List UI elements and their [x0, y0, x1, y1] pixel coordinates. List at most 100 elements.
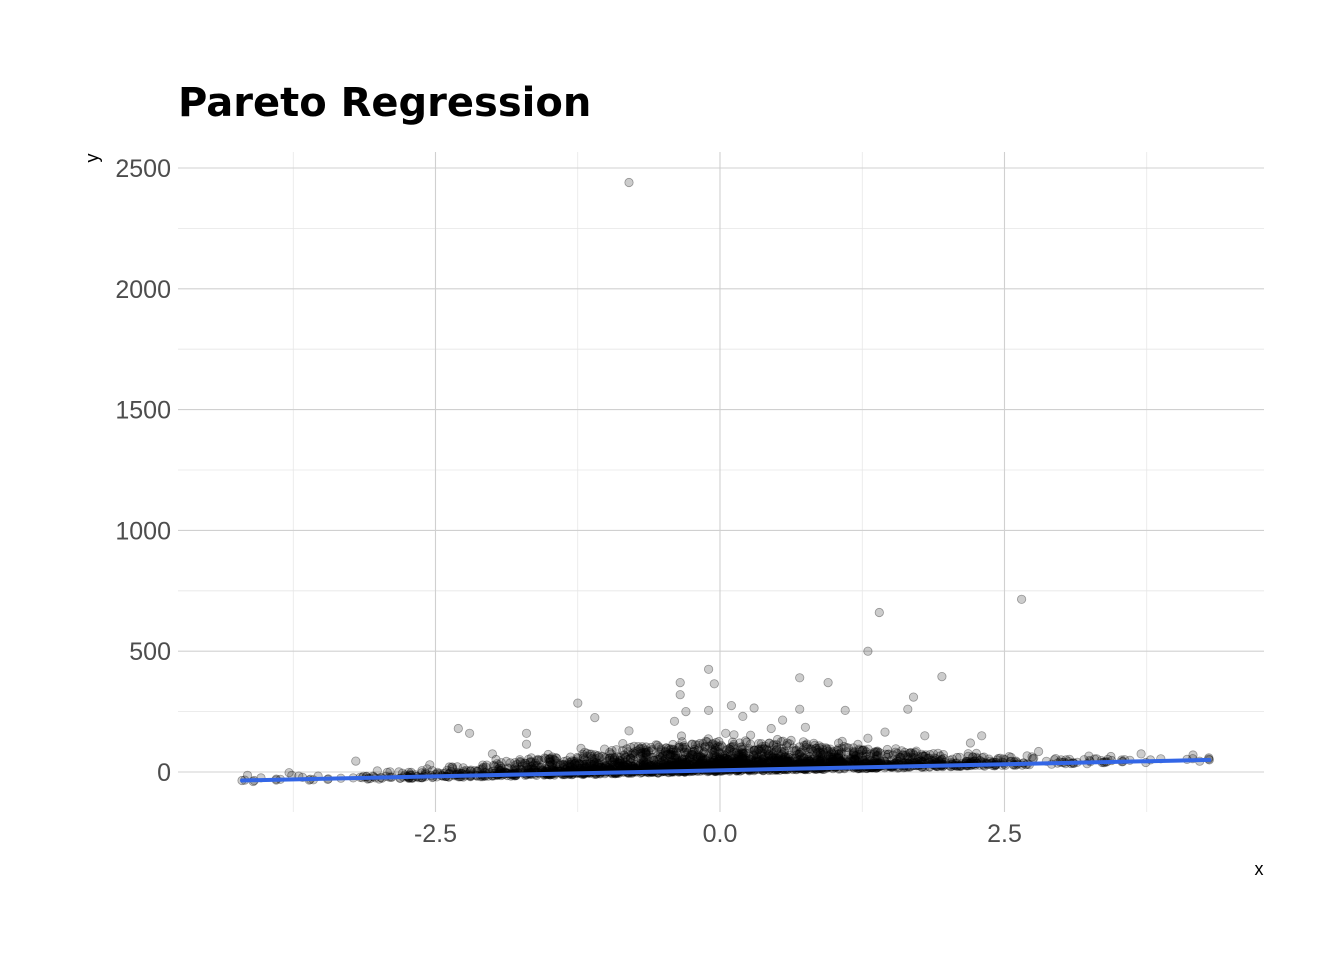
data-point [547, 759, 557, 769]
data-point [829, 756, 839, 766]
data-point [372, 766, 382, 776]
data-point [726, 700, 737, 711]
data-point [530, 761, 540, 771]
data-point [633, 741, 643, 752]
data-point [698, 758, 708, 768]
data-point [661, 743, 671, 753]
data-point [678, 759, 688, 769]
data-point [721, 753, 731, 763]
data-point [729, 758, 739, 769]
data-point [711, 737, 721, 748]
data-point [859, 745, 869, 755]
data-point [565, 760, 575, 770]
data-point [567, 756, 577, 766]
data-point [703, 750, 714, 760]
data-point [738, 748, 748, 759]
data-point [657, 751, 668, 761]
data-point [738, 755, 748, 765]
data-point [709, 679, 719, 689]
data-point [849, 747, 859, 757]
data-point [848, 746, 858, 757]
data-point [672, 757, 682, 767]
data-point [768, 739, 779, 749]
data-point [624, 177, 634, 188]
data-point [688, 750, 698, 760]
data-point [939, 753, 949, 764]
data-point [755, 756, 766, 766]
data-point [857, 745, 868, 755]
data-point [920, 751, 930, 761]
data-point [880, 749, 891, 759]
data-point [614, 759, 624, 769]
data-point [612, 760, 622, 770]
data-point [795, 704, 805, 714]
data-point [757, 757, 768, 767]
data-point [769, 748, 779, 758]
data-point [618, 738, 628, 749]
data-point [599, 744, 610, 754]
data-point [773, 754, 783, 764]
data-point [536, 755, 546, 765]
data-point [726, 753, 737, 764]
data-point [853, 739, 863, 750]
data-point [863, 733, 873, 743]
data-point [666, 744, 676, 754]
data-point [892, 748, 903, 759]
data-point [703, 705, 714, 716]
data-point [515, 755, 525, 765]
data-point [679, 760, 689, 770]
data-point [732, 754, 742, 765]
data-point [732, 751, 743, 761]
data-point [751, 754, 761, 764]
data-point [834, 755, 844, 765]
data-point [901, 750, 911, 761]
data-point [594, 759, 604, 769]
data-point [656, 757, 666, 768]
data-point [351, 756, 361, 766]
data-point [880, 727, 890, 737]
data-point [755, 746, 765, 756]
data-point [809, 755, 819, 765]
data-point [740, 736, 751, 746]
data-point [861, 752, 871, 762]
data-point [866, 755, 876, 766]
data-point [730, 758, 740, 768]
data-point [700, 742, 710, 752]
data-point [571, 756, 581, 766]
data-point [763, 756, 774, 766]
data-point [933, 748, 943, 758]
data-point [636, 748, 646, 759]
data-point [714, 756, 724, 766]
data-point [972, 753, 982, 764]
data-point [666, 747, 676, 757]
data-point [777, 715, 788, 725]
data-point [738, 711, 748, 722]
data-point [778, 755, 788, 765]
data-point [580, 759, 591, 769]
data-point [590, 750, 600, 760]
data-point [904, 748, 914, 759]
data-point [797, 753, 807, 763]
data-point [736, 753, 747, 763]
data-point [741, 758, 751, 768]
data-point [671, 753, 681, 763]
data-point [836, 747, 847, 757]
data-point [672, 754, 682, 765]
data-point [854, 755, 864, 765]
data-point [678, 755, 688, 765]
data-point [840, 705, 850, 716]
data-point [857, 745, 867, 756]
data-point [812, 745, 822, 755]
data-point [767, 753, 778, 763]
data-point [703, 734, 713, 744]
data-point [656, 746, 666, 756]
data-point [721, 728, 731, 738]
data-point [823, 746, 833, 757]
data-point [826, 753, 836, 763]
data-point [851, 755, 861, 765]
data-point [722, 754, 733, 764]
data-point [785, 757, 795, 767]
y-tick-label: 500 [129, 638, 171, 666]
data-point [833, 744, 843, 754]
